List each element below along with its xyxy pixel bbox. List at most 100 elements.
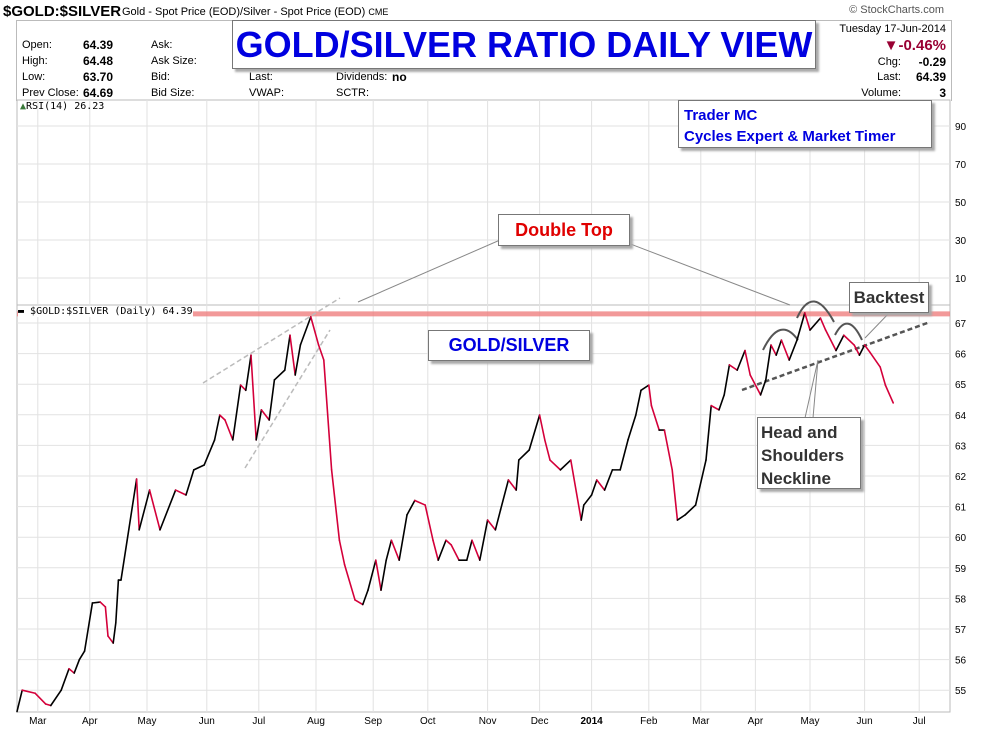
prev-value: 64.69 <box>83 86 114 100</box>
price-segment <box>317 344 325 361</box>
x-tick-label: Mar <box>29 716 47 727</box>
price-segment <box>283 334 291 371</box>
rsi-y-tick-label: 70 <box>955 160 967 171</box>
price-segment <box>884 384 895 404</box>
last-label: Last: <box>249 71 273 83</box>
x-tick-label: Jun <box>199 716 215 727</box>
neckline-line2: Shoulders <box>761 446 845 465</box>
neckline-line1: Head and <box>761 423 838 442</box>
neckline-label: Head and Shoulders Neckline <box>757 417 861 489</box>
price-y-tick-label: 65 <box>955 380 967 391</box>
price-segment <box>385 539 393 561</box>
open-label: Open: <box>22 39 52 51</box>
price-segment <box>764 344 772 381</box>
price-segment <box>354 599 364 606</box>
chg-label: Chg: <box>877 56 901 68</box>
x-tick-label: May <box>801 716 820 727</box>
price-y-tick-label: 57 <box>955 625 967 636</box>
price-segment <box>413 499 427 506</box>
price-segment <box>868 351 882 368</box>
price-segment <box>330 469 341 542</box>
price-panel-frame <box>16 304 951 713</box>
price-segment <box>590 479 598 496</box>
price-segment <box>289 334 297 376</box>
open-value: 64.39 <box>83 38 114 52</box>
x-tick-label: Apr <box>748 716 764 727</box>
dividends-value: no <box>392 70 407 84</box>
price-segment <box>219 414 226 421</box>
x-tick-label: Aug <box>307 716 325 727</box>
price-segment <box>68 667 75 674</box>
rsi-y-tick-label: 50 <box>955 198 967 209</box>
neckline-callout <box>804 359 819 419</box>
rsi-y-tick-label: 90 <box>955 122 967 133</box>
neckline-line3: Neckline <box>761 469 831 488</box>
price-segment <box>824 329 837 352</box>
price-segment <box>380 559 388 591</box>
price-segment <box>367 559 377 591</box>
vwap-label: VWAP: <box>249 87 285 99</box>
price-segment <box>640 384 650 392</box>
ask-label: Ask: <box>151 39 173 51</box>
price-segment <box>559 459 572 471</box>
x-tick-label: Apr <box>82 716 98 727</box>
price-segment <box>424 504 434 542</box>
x-tick-label: Sep <box>364 716 382 727</box>
legend-line-icon: ▬ <box>18 306 31 317</box>
price-segment <box>879 366 887 386</box>
description-text: Gold - Spot Price (EOD)/Silver - Spot Pr… <box>122 6 366 18</box>
price-segment <box>343 563 356 601</box>
price-segment <box>174 489 187 496</box>
x-tick-label: Nov <box>479 716 497 727</box>
price-segment <box>517 449 531 461</box>
price-segment <box>494 508 502 531</box>
pct-text: -0.46% <box>898 37 946 54</box>
price-segment <box>796 312 806 341</box>
price-segment <box>159 489 177 531</box>
price-segment <box>465 539 473 561</box>
prev-label: Prev Close: <box>22 87 79 99</box>
percent-change: ▼-0.46% <box>884 37 946 54</box>
price-segment <box>835 334 845 352</box>
price-segment <box>138 489 151 531</box>
bidsize-label: Bid Size: <box>151 87 195 99</box>
double-top-label: Double Top <box>498 214 630 246</box>
price-segment <box>374 559 382 591</box>
price-segment <box>255 409 263 441</box>
price-segment <box>603 469 614 491</box>
price-segment <box>115 579 120 624</box>
price-segment <box>104 606 109 637</box>
price-y-tick-label: 59 <box>955 564 967 575</box>
price-segment <box>684 504 697 516</box>
price-segment <box>619 439 629 471</box>
dividends-label: Dividends: <box>336 71 388 83</box>
price-segment <box>450 544 460 561</box>
price-segment <box>507 479 518 491</box>
price-segment <box>445 539 453 546</box>
sctr-label: SCTR: <box>336 87 369 99</box>
price-segment <box>406 499 416 516</box>
price-segment <box>543 439 551 461</box>
price-segment <box>647 384 653 407</box>
price-y-tick-label: 60 <box>955 533 967 544</box>
price-segment <box>213 414 221 441</box>
price-y-tick-label: 66 <box>955 350 967 361</box>
price-segment <box>99 601 107 608</box>
price-y-tick-label: 56 <box>955 656 967 667</box>
price-segment <box>718 394 726 411</box>
price-y-tick-label: 67 <box>955 319 967 330</box>
price-y-tick-label: 55 <box>955 686 967 697</box>
price-segment <box>16 689 24 713</box>
high-value: 64.48 <box>83 54 114 68</box>
price-y-tick-label: 62 <box>955 472 967 483</box>
price-segment <box>437 539 447 561</box>
rsi-legend: ▲RSI(14) 26.23 <box>20 101 104 112</box>
price-segment <box>361 589 369 606</box>
bid-label: Bid: <box>151 71 170 83</box>
channel-lower-line <box>244 329 331 469</box>
x-tick-label: Dec <box>531 716 549 727</box>
high-label: High: <box>22 55 48 67</box>
price-segment <box>486 519 497 531</box>
price-segment <box>478 519 489 561</box>
